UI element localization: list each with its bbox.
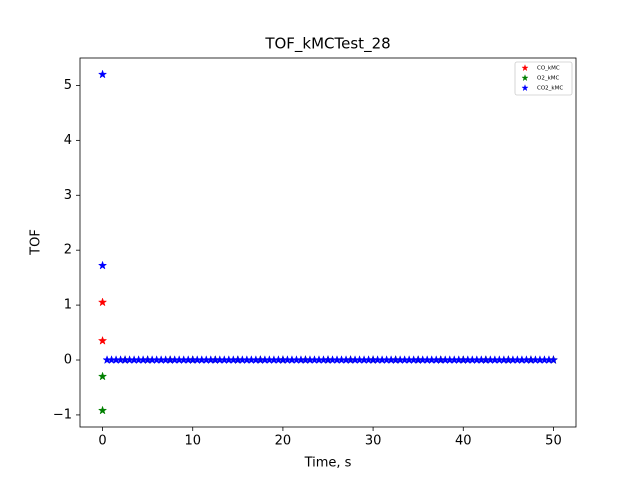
legend-label: CO_kMC bbox=[537, 66, 560, 72]
x-tick-label: 40 bbox=[455, 434, 472, 449]
legend-marker bbox=[521, 74, 529, 82]
point bbox=[97, 69, 108, 79]
x-tick-label: 30 bbox=[365, 434, 382, 449]
legend-box bbox=[514, 61, 573, 96]
point bbox=[97, 335, 108, 345]
x-tick-label: 10 bbox=[184, 434, 201, 449]
plot-frame bbox=[79, 57, 577, 428]
point bbox=[97, 297, 108, 307]
point bbox=[97, 260, 108, 270]
y-tick-label: −1 bbox=[53, 407, 72, 422]
x-tick-label: 0 bbox=[98, 434, 106, 449]
y-tick-label: 2 bbox=[64, 243, 72, 258]
y-tick-label: 5 bbox=[64, 78, 72, 93]
x-tick-label: 50 bbox=[545, 434, 562, 449]
chart-title: TOF_kMCTest_28 bbox=[264, 35, 390, 54]
legend-label: CO2_kMC bbox=[537, 86, 563, 92]
y-tick-label: 0 bbox=[64, 353, 72, 368]
x-tick-label: 20 bbox=[275, 434, 292, 449]
point bbox=[97, 371, 108, 381]
point bbox=[548, 355, 559, 365]
y-tick-label: 1 bbox=[64, 298, 72, 313]
legend-label: O2_kMC bbox=[537, 76, 560, 82]
point bbox=[97, 405, 108, 415]
y-tick-label: 4 bbox=[64, 133, 72, 148]
y-axis-label: TOF bbox=[29, 229, 44, 256]
x-axis-label: Time, s bbox=[304, 456, 352, 471]
legend-marker bbox=[521, 64, 529, 72]
y-tick-label: 3 bbox=[64, 188, 72, 203]
legend-marker bbox=[521, 84, 529, 92]
